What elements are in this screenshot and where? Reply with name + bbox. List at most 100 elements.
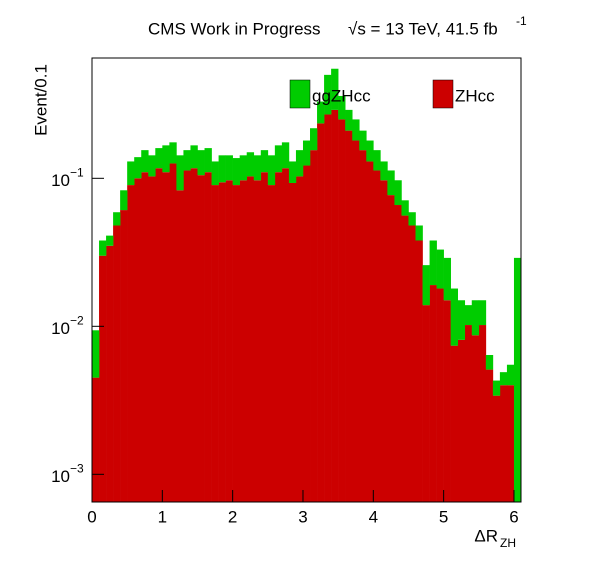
bar-segment [176, 190, 184, 503]
bar-segment [499, 372, 508, 386]
bar-segment [450, 345, 459, 502]
bar-segment [429, 285, 437, 502]
bar-segment [281, 168, 290, 502]
bar-segment [302, 165, 311, 503]
x-tick-label: 4 [369, 507, 378, 526]
legend-label: ggZHcc [312, 86, 371, 105]
bar-segment [485, 369, 494, 502]
legend-swatch [289, 79, 311, 109]
bar-segment [324, 74, 332, 115]
bar-segment [366, 140, 374, 162]
bar-segment [506, 385, 515, 502]
bar-segment [471, 300, 480, 336]
bar-segment [162, 172, 170, 502]
bar-segment [113, 212, 121, 226]
bar-segment [134, 178, 142, 503]
bar-segment [352, 119, 360, 141]
lumi-exponent: -1 [516, 14, 527, 28]
x-tick-label: 6 [509, 507, 518, 526]
bar-segment [345, 109, 353, 131]
bar-segment [225, 180, 233, 502]
bar-segment [211, 161, 219, 186]
bar-segment [492, 395, 501, 502]
bar-segment [338, 119, 346, 503]
bar-segment [359, 130, 367, 151]
bar-segment [106, 235, 114, 246]
bar-segment [211, 185, 219, 502]
bar-segment [295, 176, 304, 503]
x-label-sub: ZH [500, 536, 516, 550]
bar-segment [92, 377, 100, 502]
bar-segment [380, 161, 388, 181]
bar-segment [162, 145, 170, 173]
y-tick-label: 10 [51, 467, 70, 486]
bar-segment [253, 155, 262, 181]
bar-segment [99, 255, 107, 502]
bar-segment [485, 354, 494, 370]
bar-segment [338, 95, 346, 120]
bar-segment [190, 168, 198, 502]
bar-segment [106, 245, 114, 502]
bar-segment [274, 145, 283, 173]
bar-segment [190, 145, 198, 169]
y-tick-exponent: −1 [70, 165, 84, 179]
y-label: Event/0.1 [31, 64, 50, 136]
bar-segment [317, 123, 325, 503]
bar-segment [120, 190, 128, 211]
bar-segment [401, 200, 409, 216]
bar-segment [366, 161, 374, 502]
x-label: ΔR [474, 526, 498, 545]
x-tick-label: 3 [298, 507, 307, 526]
lumi: √s = 13 TeV, 41.5 fb [348, 19, 498, 38]
bar-segment [183, 170, 191, 502]
bar-segment [281, 142, 290, 169]
bar-segment [373, 150, 381, 171]
bar-segment [310, 128, 318, 151]
bar-segment [99, 240, 107, 256]
bar-segment [359, 150, 367, 502]
bar-segment [331, 68, 339, 110]
bar-segment [204, 172, 212, 502]
bar-segment [422, 265, 430, 306]
bar-segment [429, 240, 437, 286]
bar-segment [253, 180, 262, 502]
bar-segment [232, 158, 240, 186]
bar-segment [302, 140, 311, 166]
bar-segment [373, 170, 381, 502]
bar-segment [239, 180, 248, 502]
bar-segment [127, 185, 135, 502]
x-tick-label: 5 [439, 507, 448, 526]
bar-segment [324, 114, 332, 503]
bar-segment [141, 150, 149, 173]
bar-segment [155, 148, 163, 169]
bar-segment [380, 180, 388, 502]
bar-segment [239, 155, 248, 181]
bar-segment [274, 172, 283, 502]
bar-segment [436, 249, 444, 289]
bar-segment [120, 210, 128, 502]
bar-segment [471, 335, 480, 502]
bar-segment [113, 225, 121, 502]
bar-segment [478, 325, 487, 502]
y-tick-label: 10 [51, 319, 70, 338]
bar-segment [246, 152, 255, 177]
bar-segment [155, 168, 163, 502]
bar-segment [169, 142, 177, 164]
frame [91, 57, 522, 503]
bar-segment [352, 140, 360, 502]
bar-segment [225, 155, 233, 181]
bar-segment [443, 300, 451, 502]
bar-segment [408, 212, 416, 226]
bar-segment [492, 380, 501, 396]
y-tick-exponent: −2 [70, 313, 84, 327]
bar-segment [457, 300, 466, 340]
legend-label: ZHcc [455, 86, 495, 105]
bar-segment [408, 225, 416, 502]
bar-segment [246, 176, 255, 503]
bar-segment [267, 185, 276, 502]
bar-segment [141, 172, 149, 502]
x-tick-label: 2 [228, 507, 237, 526]
bar-segment [436, 288, 444, 502]
bar-segment [218, 182, 226, 502]
bar-segment [464, 305, 473, 326]
